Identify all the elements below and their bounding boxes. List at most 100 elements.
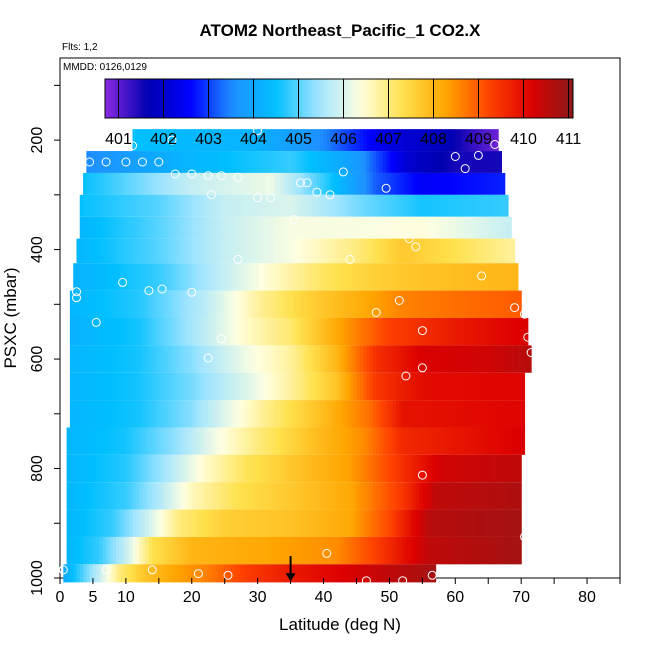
heatmap-cell <box>402 290 407 318</box>
heatmap-cell <box>264 482 269 510</box>
heatmap-cell <box>208 290 213 318</box>
heatmap-cell <box>340 172 344 195</box>
heatmap-cell <box>178 400 183 428</box>
heatmap-cell <box>425 318 430 346</box>
heatmap-cell <box>218 427 223 455</box>
heatmap-cell <box>244 238 249 264</box>
heatmap-cell <box>79 536 84 565</box>
heatmap-cell <box>135 216 140 239</box>
heatmap-cell <box>412 216 417 239</box>
heatmap-cell <box>162 400 167 428</box>
heatmap-cell <box>471 263 476 291</box>
heatmap-cell <box>244 194 249 217</box>
heatmap-cell <box>419 564 423 583</box>
heatmap-cell <box>181 129 186 152</box>
heatmap-cell <box>504 509 509 537</box>
heatmap-cell <box>442 129 447 152</box>
heatmap-cell <box>181 509 186 537</box>
heatmap-cell <box>412 345 417 373</box>
heatmap-cell <box>188 400 193 428</box>
heatmap-cell <box>293 536 298 565</box>
heatmap-cell <box>168 172 173 195</box>
heatmap-cell <box>178 509 183 537</box>
x-tick-label: 40 <box>315 589 333 606</box>
heatmap-cell <box>488 345 493 373</box>
heatmap-cell <box>284 536 288 565</box>
heatmap-cell <box>316 345 321 373</box>
heatmap-cell <box>484 318 489 346</box>
heatmap-cell <box>218 400 223 428</box>
heatmap-cell <box>316 172 321 195</box>
heatmap-cell <box>366 238 371 264</box>
heatmap-cell <box>135 263 140 291</box>
heatmap-cell <box>468 290 473 318</box>
heatmap-cell <box>267 564 272 583</box>
heatmap-cell <box>448 454 453 483</box>
heatmap-cell <box>145 482 150 510</box>
heatmap-cell <box>132 372 137 401</box>
heatmap-cell <box>461 509 466 537</box>
heatmap-cell <box>152 454 157 483</box>
heatmap-cell <box>366 564 371 583</box>
heatmap-cell <box>237 345 242 373</box>
heatmap-cell <box>172 129 176 152</box>
heatmap-cell <box>461 454 466 483</box>
sample-point <box>345 254 355 264</box>
heatmap-cell <box>455 482 460 510</box>
heatmap-cell <box>461 318 466 346</box>
heatmap-cell <box>106 536 111 565</box>
heatmap-cell <box>386 509 391 537</box>
sample-point <box>401 371 411 381</box>
heatmap-cell <box>119 564 124 583</box>
heatmap-cell <box>264 172 269 195</box>
heatmap-cell <box>455 151 460 173</box>
heatmap-cell <box>247 290 252 318</box>
heatmap-cell <box>96 372 101 401</box>
heatmap-cell <box>359 194 364 217</box>
heatmap-cell <box>162 238 167 264</box>
heatmap-cell <box>313 129 318 152</box>
heatmap-cell <box>498 290 503 318</box>
heatmap-cell <box>333 427 338 455</box>
heatmap-cell <box>356 564 361 583</box>
heatmap-cell <box>442 216 447 239</box>
heatmap-cell <box>504 372 509 401</box>
heatmap-cell <box>517 290 522 318</box>
heatmap-cell <box>468 427 473 455</box>
heatmap-cell <box>234 454 239 483</box>
heatmap-cell <box>175 318 180 346</box>
heatmap-cell <box>132 482 137 510</box>
heatmap-cell <box>247 509 252 537</box>
heatmap-cell <box>175 564 180 583</box>
heatmap-cell <box>102 194 107 217</box>
heatmap-cell <box>349 216 354 239</box>
heatmap-cell <box>336 318 341 346</box>
heatmap-cell <box>484 263 489 291</box>
y-tick-label: 1000 <box>29 560 46 596</box>
heatmap-cell <box>402 263 407 291</box>
heatmap-cell <box>191 151 196 173</box>
heatmap-cell <box>435 372 440 401</box>
heatmap-cell <box>208 400 213 428</box>
heatmap-cell <box>277 345 282 373</box>
heatmap-cell <box>475 454 479 483</box>
heatmap-cell <box>303 482 308 510</box>
sample-point <box>394 296 404 305</box>
heatmap-cell <box>135 564 140 583</box>
heatmap-cell <box>277 400 282 428</box>
heatmap-cell <box>389 172 394 195</box>
heatmap-cell <box>214 238 219 264</box>
heatmap-cell <box>438 216 443 239</box>
heatmap-cell <box>396 509 400 537</box>
heatmap-cell <box>293 238 298 264</box>
heatmap-cell <box>501 216 506 239</box>
heatmap-cell <box>419 238 423 264</box>
heatmap-cell <box>442 194 447 217</box>
heatmap-cell <box>498 172 503 195</box>
heatmap-cell <box>254 454 259 483</box>
heatmap-cell <box>316 129 321 152</box>
heatmap-cell <box>274 172 279 195</box>
heatmap-cell <box>307 564 311 583</box>
heatmap-cell <box>376 482 381 510</box>
heatmap-cell <box>392 345 397 373</box>
